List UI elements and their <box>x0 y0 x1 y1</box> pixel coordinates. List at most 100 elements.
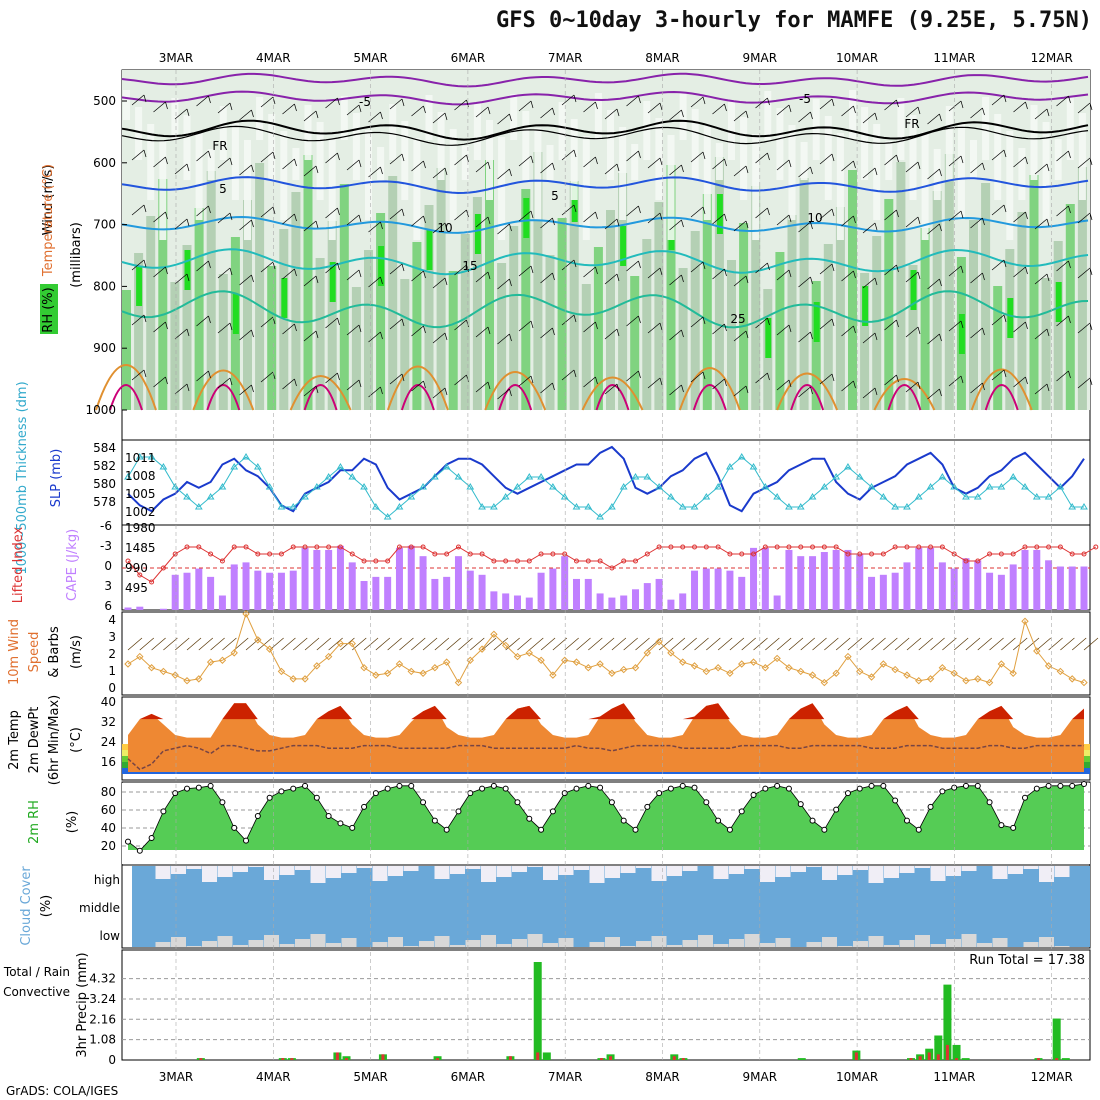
thickness-point <box>596 513 604 520</box>
slp-ytick: 1008 <box>125 469 156 483</box>
precip-panel-frame <box>121 949 1091 1061</box>
wind10-barb <box>635 637 650 651</box>
wind-barb <box>303 220 317 232</box>
wind-barb <box>389 263 403 275</box>
rh-point <box>585 782 592 789</box>
cloud-low-gap <box>1054 946 1070 947</box>
wind10-barb <box>529 637 544 651</box>
wind-speed-point <box>820 678 829 687</box>
rh-dry-column <box>123 90 130 120</box>
precip-label-3: 3hr Precip (mm) <box>75 952 90 1057</box>
wind-barb <box>389 153 403 165</box>
rh-point <box>502 785 509 792</box>
rh-dry-column <box>534 128 542 220</box>
wind-barb <box>174 218 188 230</box>
wind-barb <box>346 214 360 226</box>
wind-barb <box>1077 322 1091 334</box>
wind-speed-point <box>124 660 132 668</box>
wind-barb-flag <box>337 372 340 381</box>
wind-barb-flag <box>530 155 534 164</box>
rh-dry-column <box>340 96 348 140</box>
wind-barb-flag <box>702 371 706 380</box>
precip-label-1: Total / Rain <box>3 965 70 979</box>
precip-total-bar <box>1052 1018 1061 1060</box>
wind10-barb <box>422 637 438 651</box>
wind-units: (m/s) <box>69 635 84 669</box>
cloud-low-gap <box>248 940 264 947</box>
precip-total-bar <box>542 1052 551 1060</box>
cloud-high-gap <box>636 866 651 868</box>
wind-barb-flag <box>917 271 921 280</box>
wind-speed-point <box>537 656 545 664</box>
rh-dry-column <box>970 140 977 180</box>
rh-point <box>136 847 143 854</box>
wind-barb-flag <box>745 110 749 119</box>
thickness-point <box>737 453 746 460</box>
cloud-level-label: middle <box>79 901 120 915</box>
cape-bar <box>797 556 805 610</box>
wind-barb <box>755 152 768 164</box>
wind-barb <box>217 267 231 279</box>
wind-ytick: 0 <box>108 681 116 695</box>
contour-20 <box>121 290 1089 329</box>
wind10-barb <box>883 637 898 651</box>
wind-speed-point <box>336 639 345 648</box>
cape-bar <box>891 572 899 610</box>
wind-barb-flag <box>853 160 856 169</box>
rh-area <box>128 784 1084 851</box>
wind10-barb <box>670 637 686 651</box>
wind-barb <box>196 370 209 382</box>
cloud-high-gap <box>465 866 481 869</box>
cape-bar <box>832 549 840 610</box>
chart-title: GFS 0~10day 3-hourly for MAMFE (9.25E, 5… <box>495 8 1092 33</box>
contour-30 <box>595 384 630 411</box>
rh-point <box>903 817 910 824</box>
rh-column <box>509 226 519 410</box>
cloud-high-gap <box>527 866 543 867</box>
wind-barb-flag <box>616 383 620 392</box>
wind-speed-point <box>997 660 1006 668</box>
wind-barb-flag <box>595 321 598 330</box>
wind-barb-flag <box>681 109 684 118</box>
temp-units: (°C) <box>69 727 84 753</box>
wind-barb <box>776 324 790 336</box>
li-point <box>219 558 225 564</box>
rh-dry-column <box>631 144 639 180</box>
rh-point <box>361 803 368 810</box>
rh-column <box>485 160 494 410</box>
wind-barb <box>690 371 704 383</box>
wind-barb <box>196 315 209 327</box>
wind-barb-flag <box>745 385 749 394</box>
wind-barb <box>755 97 768 109</box>
wind-barb <box>669 274 682 286</box>
wind-barb <box>411 270 424 282</box>
wind-barb <box>970 272 983 284</box>
rh-column <box>848 170 857 410</box>
wind-barb <box>282 103 295 115</box>
wind-barb-flag <box>831 208 835 217</box>
li-point <box>668 544 674 550</box>
wind-barb <box>733 275 747 287</box>
wind-barb-flag <box>788 269 792 278</box>
wind10-barb <box>647 637 662 651</box>
wind-barb <box>991 149 1005 161</box>
wind-barb <box>1013 211 1026 223</box>
wind-barb-flag <box>724 268 727 277</box>
thickness-point <box>537 473 545 480</box>
rh-point <box>726 826 733 833</box>
wind10-barb <box>174 637 190 651</box>
wind10-barb <box>387 637 402 651</box>
cloud-low-gap <box>884 945 899 947</box>
cloud-high-gap <box>868 866 884 883</box>
cloud-high-gap <box>946 866 961 876</box>
wind-barb <box>1077 157 1091 169</box>
footer-credit: GrADS: COLA/IGES <box>6 1084 119 1098</box>
cloud-low-gap <box>1023 942 1039 947</box>
rh-point <box>667 785 674 792</box>
wind-barb-flag <box>788 104 792 113</box>
rh-point <box>172 790 179 797</box>
wind-barb-flag <box>659 267 663 276</box>
wind-barb-flag <box>1003 314 1007 323</box>
li-point <box>137 572 143 578</box>
rh-dry-column <box>437 112 445 180</box>
